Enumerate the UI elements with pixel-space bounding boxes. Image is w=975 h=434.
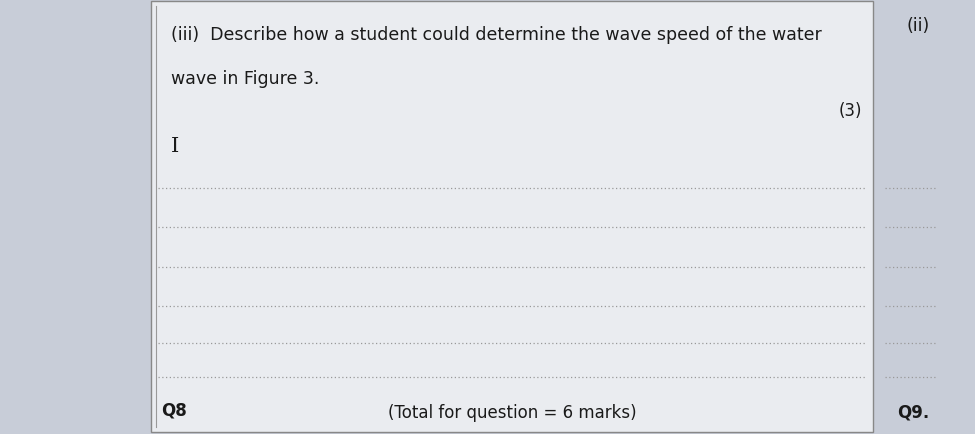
Text: (ii): (ii) (907, 17, 930, 35)
FancyBboxPatch shape (151, 2, 873, 432)
Text: (Total for question = 6 marks): (Total for question = 6 marks) (388, 403, 636, 421)
Text: (3): (3) (838, 102, 862, 120)
Text: I: I (171, 137, 178, 156)
Text: (iii)  Describe how a student could determine the wave speed of the water: (iii) Describe how a student could deter… (171, 26, 821, 44)
Text: Q8: Q8 (161, 401, 186, 419)
Text: Q9.: Q9. (897, 403, 929, 421)
Text: wave in Figure 3.: wave in Figure 3. (171, 69, 319, 87)
